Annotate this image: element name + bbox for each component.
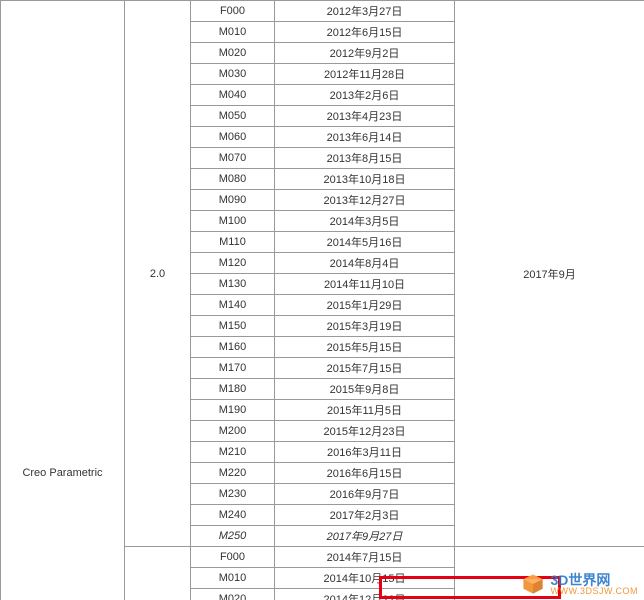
- code-cell: M130: [191, 274, 275, 295]
- date-cell: 2015年1月29日: [275, 295, 455, 316]
- date-cell: 2017年9月27日: [275, 526, 455, 547]
- date-cell: 2013年6月14日: [275, 127, 455, 148]
- code-cell: M060: [191, 127, 275, 148]
- date-cell: 2014年8月4日: [275, 253, 455, 274]
- code-cell: M230: [191, 484, 275, 505]
- code-cell: M090: [191, 190, 275, 211]
- code-cell: M070: [191, 148, 275, 169]
- date-cell: 2016年3月11日: [275, 442, 455, 463]
- code-cell: M050: [191, 106, 275, 127]
- date-cell: 2014年3月5日: [275, 211, 455, 232]
- date-cell: 2012年6月15日: [275, 22, 455, 43]
- date-cell: 2013年2月6日: [275, 85, 455, 106]
- date-cell: 2013年8月15日: [275, 148, 455, 169]
- date-cell: 2012年9月2日: [275, 43, 455, 64]
- watermark-url: WWW.3DSJW.COM: [551, 587, 639, 596]
- date-cell: 2015年12月23日: [275, 421, 455, 442]
- date-cell: 2013年10月18日: [275, 169, 455, 190]
- code-cell: M120: [191, 253, 275, 274]
- date-cell: 2015年11月5日: [275, 400, 455, 421]
- watermark: 3D世界网WWW.3DSJW.COM: [521, 572, 639, 596]
- code-cell: M140: [191, 295, 275, 316]
- date-cell: 2012年11月28日: [275, 64, 455, 85]
- code-cell: M020: [191, 589, 275, 600]
- watermark-title: 3D世界网: [551, 573, 639, 587]
- date-cell: 2014年5月16日: [275, 232, 455, 253]
- code-cell: M040: [191, 85, 275, 106]
- release-table: Creo Parametric2.0F0002012年3月27日2017年9月M…: [0, 0, 644, 600]
- date-cell: 2014年10月15日: [275, 568, 455, 589]
- code-cell: M180: [191, 379, 275, 400]
- date-cell: 2015年9月8日: [275, 379, 455, 400]
- version-cell: 3.0: [125, 547, 191, 600]
- date-cell: 2016年6月15日: [275, 463, 455, 484]
- date-cell: 2015年7月15日: [275, 358, 455, 379]
- code-cell: M110: [191, 232, 275, 253]
- date-cell: 2014年11月10日: [275, 274, 455, 295]
- code-cell: F000: [191, 1, 275, 22]
- code-cell: M200: [191, 421, 275, 442]
- code-cell: M160: [191, 337, 275, 358]
- code-cell: M010: [191, 568, 275, 589]
- date-cell: 2014年12月22日: [275, 589, 455, 600]
- date-cell: 2013年4月23日: [275, 106, 455, 127]
- date-cell: 2014年7月15日: [275, 547, 455, 568]
- table-row: Creo Parametric2.0F0002012年3月27日2017年9月: [1, 1, 644, 22]
- code-cell: F000: [191, 547, 275, 568]
- code-cell: M020: [191, 43, 275, 64]
- code-cell: M210: [191, 442, 275, 463]
- code-cell: M010: [191, 22, 275, 43]
- version-cell: 2.0: [125, 1, 191, 547]
- code-cell: M150: [191, 316, 275, 337]
- note-cell: 2017年9月: [455, 1, 644, 547]
- date-cell: 2015年3月19日: [275, 316, 455, 337]
- code-cell: M190: [191, 400, 275, 421]
- cube-icon: [521, 572, 545, 596]
- date-cell: 2017年2月3日: [275, 505, 455, 526]
- date-cell: 2015年5月15日: [275, 337, 455, 358]
- date-cell: 2016年9月7日: [275, 484, 455, 505]
- code-cell: M080: [191, 169, 275, 190]
- date-cell: 2012年3月27日: [275, 1, 455, 22]
- code-cell: M030: [191, 64, 275, 85]
- product-cell: Creo Parametric: [1, 1, 125, 600]
- date-cell: 2013年12月27日: [275, 190, 455, 211]
- code-cell: M220: [191, 463, 275, 484]
- code-cell: M250: [191, 526, 275, 547]
- code-cell: M170: [191, 358, 275, 379]
- code-cell: M100: [191, 211, 275, 232]
- code-cell: M240: [191, 505, 275, 526]
